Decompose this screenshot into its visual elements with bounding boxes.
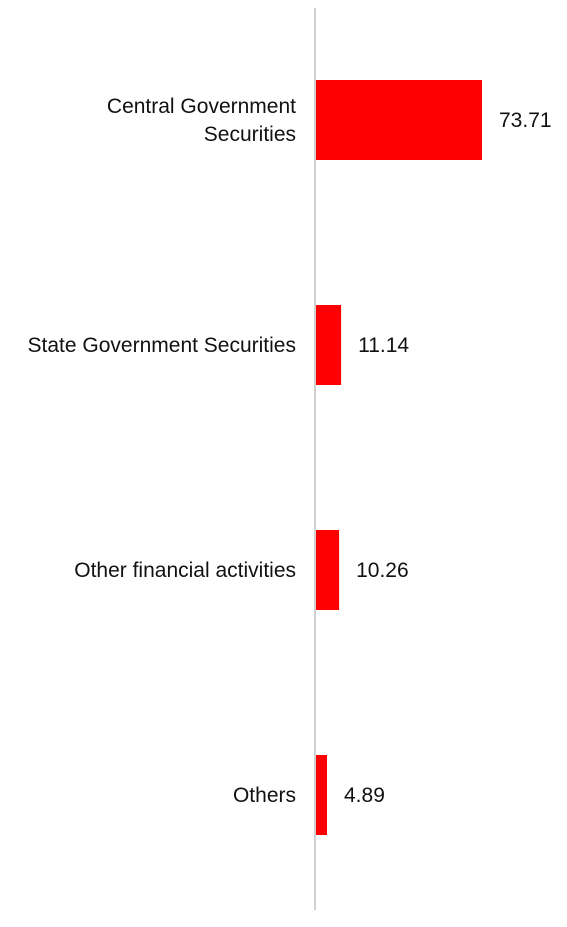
bar-3 (316, 530, 340, 610)
category-label-1-line-1: Central Government (107, 95, 296, 118)
bar-1 (316, 80, 482, 160)
category-label-3: Other financial activities (74, 559, 296, 582)
bars-group (316, 80, 482, 835)
value-label-3: 10.26 (356, 559, 409, 582)
category-label-1-line-2: Securities (204, 123, 296, 146)
category-label-2: State Government Securities (28, 334, 296, 357)
category-labels-group: Central Government Securities State Govern… (28, 95, 297, 807)
category-label-4: Others (233, 784, 296, 807)
value-labels-group: 73.71 11.14 10.26 4.89 (344, 109, 552, 807)
value-label-1: 73.71 (499, 109, 552, 132)
bar-4 (316, 755, 328, 835)
bar-2 (316, 305, 342, 385)
value-label-2: 11.14 (358, 334, 409, 357)
value-label-4: 4.89 (344, 784, 385, 807)
